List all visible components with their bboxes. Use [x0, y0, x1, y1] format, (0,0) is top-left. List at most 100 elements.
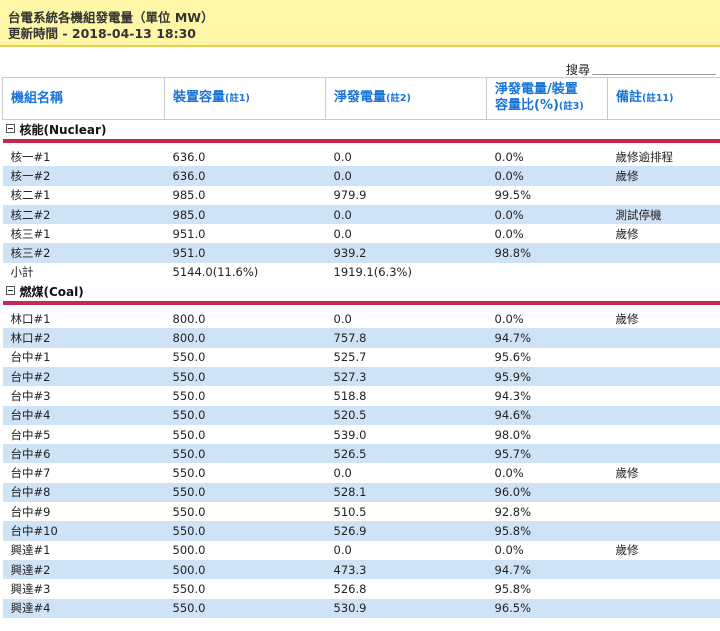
table-row[interactable]: 核三#2 951.0 939.2 98.8%	[2, 243, 720, 263]
cell-capacity: 550.0	[164, 347, 326, 367]
cell-capacity: 951.0	[164, 243, 326, 263]
header-remark-note: (註11)	[642, 93, 674, 104]
table-row[interactable]: 台中#3 550.0 518.8 94.3%	[2, 386, 720, 406]
cell-net: 526.9	[325, 521, 487, 541]
cell-ratio: 94.3%	[486, 386, 608, 406]
cell-name: 台中#10	[2, 521, 165, 541]
cell-capacity: 985.0	[164, 204, 326, 225]
cell-capacity: 550.0	[164, 579, 326, 599]
cell-net: 0.0	[325, 463, 487, 483]
cell-capacity: 550.0	[164, 386, 326, 406]
cell-remark	[607, 424, 720, 445]
cell-net: 525.7	[325, 347, 487, 367]
table-row[interactable]: 台中#10 550.0 526.9 95.8%	[2, 521, 720, 541]
header-capacity[interactable]: 裝置容量(註1)	[164, 77, 326, 120]
cell-name: 台中#8	[2, 482, 165, 503]
cell-ratio: 94.6%	[486, 405, 608, 425]
cell-capacity: 500.0	[164, 540, 326, 560]
cell-capacity: 985.0	[164, 185, 326, 205]
header-net-generation[interactable]: 淨發電量(註2)	[325, 77, 487, 120]
cell-net: 526.5	[325, 444, 487, 464]
cell-name: 台中#9	[2, 502, 165, 522]
cell-remark	[607, 386, 720, 406]
cell-name: 核三#1	[2, 224, 165, 244]
page-title: 台電系統各機組發電量（單位 MW）	[8, 10, 214, 25]
table-row[interactable]: 台中#7 550.0 0.0 0.0% 歲修	[2, 463, 720, 483]
header-capacity-note: (註1)	[225, 93, 250, 104]
cell-remark: 測試停機	[607, 204, 720, 225]
spacer-cell	[2, 303, 720, 310]
cell-capacity: 550.0	[164, 482, 326, 503]
cell-ratio: 98.0%	[486, 424, 608, 445]
table-row[interactable]: 台中#8 550.0 528.1 96.0%	[2, 482, 720, 503]
header-remark[interactable]: 備註(註11)	[607, 77, 720, 120]
cell-name: 核二#2	[2, 204, 165, 225]
cell-name: 台中#4	[2, 405, 165, 425]
header-banner: 台電系統各機組發電量（單位 MW） 更新時間 - 2018-04-13 18:3…	[0, 0, 720, 47]
table-row[interactable]: 台中#1 550.0 525.7 95.6%	[2, 347, 720, 367]
table-row[interactable]: 核一#1 636.0 0.0 0.0% 歲修逾排程	[2, 147, 720, 167]
header-ratio-note: (註3)	[558, 101, 584, 112]
table-row[interactable]: 興達#4 550.0 530.9 96.5%	[2, 598, 720, 618]
search-input[interactable]	[592, 60, 716, 75]
cell-capacity: 951.0	[164, 224, 326, 244]
table-row[interactable]: 台中#9 550.0 510.5 92.8%	[2, 502, 720, 522]
header-ratio-line1: 淨發電量/裝置	[495, 82, 578, 97]
cell-net: 0.0	[325, 147, 487, 167]
table-row[interactable]: 興達#1 500.0 0.0 0.0% 歲修	[2, 540, 720, 560]
cell-name: 林口#2	[2, 328, 165, 348]
cell-remark: 歲修	[607, 224, 720, 244]
cell-capacity: 550.0	[164, 598, 326, 618]
table-row[interactable]: 台中#2 550.0 527.3 95.9%	[2, 366, 720, 387]
table-row[interactable]: 核二#1 985.0 979.9 99.5%	[2, 185, 720, 205]
cell-ratio	[486, 262, 608, 283]
table-row[interactable]: 核一#2 636.0 0.0 0.0% 歲修	[2, 166, 720, 186]
cell-ratio: 95.6%	[486, 347, 608, 367]
table-row[interactable]: 核二#2 985.0 0.0 0.0% 測試停機	[2, 204, 720, 225]
header-capacity-label: 裝置容量	[173, 90, 226, 105]
header-ratio-line2: 容量比(%)	[495, 98, 559, 113]
cell-ratio: 0.0%	[486, 204, 608, 225]
cell-net: 939.2	[325, 243, 487, 263]
cell-remark	[607, 502, 720, 522]
table-row[interactable]: 台中#6 550.0 526.5 95.7%	[2, 444, 720, 464]
group-row[interactable]: 核能(Nuclear)	[2, 119, 720, 143]
group-row[interactable]: 燃煤(Coal)	[2, 282, 720, 306]
collapse-icon[interactable]	[5, 286, 15, 296]
cell-ratio: 95.7%	[486, 444, 608, 464]
cell-ratio: 96.5%	[486, 598, 608, 618]
table-row[interactable]: 興達#3 550.0 526.8 95.8%	[2, 579, 720, 599]
cell-remark	[607, 482, 720, 503]
collapse-icon[interactable]	[5, 124, 15, 133]
cell-net: 528.1	[325, 482, 487, 503]
table-body: 核能(Nuclear) 核一#1 636.0 0.0 0.0% 歲修逾排程 核一#2 636.…	[2, 119, 720, 618]
cell-remark	[607, 328, 720, 348]
search-label: 搜尋	[566, 63, 591, 77]
cell-name: 興達#4	[2, 598, 165, 618]
cell-capacity: 550.0	[164, 463, 326, 483]
group-label: 燃煤(Coal)	[19, 285, 84, 300]
table-row[interactable]: 興達#2 500.0 473.3 94.7%	[2, 559, 720, 580]
table-row[interactable]: 林口#2 800.0 757.8 94.7%	[2, 328, 720, 348]
cell-name: 台中#7	[2, 463, 165, 483]
header-remark-label: 備註	[616, 90, 643, 105]
table-row[interactable]: 台中#4 550.0 520.5 94.6%	[2, 405, 720, 425]
header-unit-name[interactable]: 機組名稱	[2, 77, 165, 120]
group-header[interactable]: 燃煤(Coal)	[2, 282, 720, 306]
search-bar: 搜尋	[0, 58, 720, 77]
group-header[interactable]: 核能(Nuclear)	[2, 119, 720, 143]
cell-name: 核一#1	[2, 147, 165, 167]
cell-capacity: 550.0	[164, 366, 326, 387]
table-row[interactable]: 林口#1 800.0 0.0 0.0% 歲修	[2, 309, 720, 329]
table-row[interactable]: 台中#5 550.0 539.0 98.0%	[2, 424, 720, 445]
cell-ratio: 95.8%	[486, 579, 608, 599]
cell-name: 台中#5	[2, 424, 165, 445]
header-ratio[interactable]: 淨發電量/裝置 容量比(%)(註3)	[486, 77, 608, 120]
cell-name: 興達#1	[2, 540, 165, 560]
cell-net: 520.5	[325, 405, 487, 425]
table-row[interactable]: 小計 5144.0(11.6%) 1919.1(6.3%)	[2, 262, 720, 283]
cell-remark	[607, 243, 720, 263]
cell-net: 510.5	[325, 502, 487, 522]
table-row[interactable]: 核三#1 951.0 0.0 0.0% 歲修	[2, 224, 720, 244]
cell-ratio: 99.5%	[486, 185, 608, 205]
